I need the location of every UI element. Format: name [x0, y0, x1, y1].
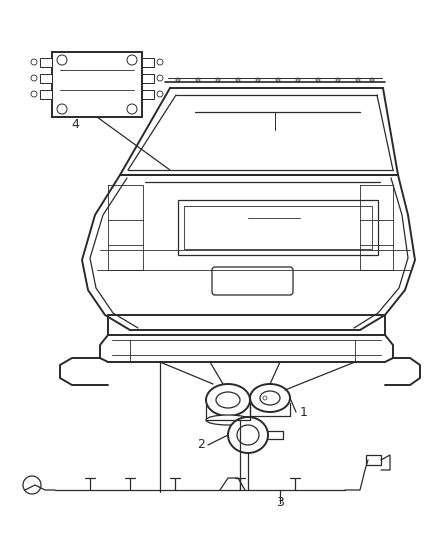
Ellipse shape — [296, 78, 300, 82]
Bar — [184, 206, 372, 249]
Ellipse shape — [31, 91, 37, 97]
Ellipse shape — [260, 391, 280, 405]
FancyBboxPatch shape — [212, 267, 293, 295]
Ellipse shape — [31, 75, 37, 81]
Ellipse shape — [237, 425, 259, 445]
Ellipse shape — [127, 104, 137, 114]
Bar — [40, 74, 52, 83]
Ellipse shape — [263, 396, 267, 400]
Ellipse shape — [216, 392, 240, 408]
Ellipse shape — [370, 78, 374, 82]
Bar — [52, 52, 142, 117]
Bar — [40, 58, 52, 67]
Bar — [178, 200, 378, 255]
Text: 2: 2 — [197, 439, 205, 451]
Ellipse shape — [57, 104, 67, 114]
Ellipse shape — [57, 55, 67, 65]
Ellipse shape — [127, 55, 137, 65]
Ellipse shape — [336, 78, 340, 82]
Ellipse shape — [276, 78, 280, 82]
Bar — [142, 74, 154, 83]
Ellipse shape — [206, 415, 250, 425]
Bar — [366, 455, 381, 465]
Ellipse shape — [157, 75, 163, 81]
Ellipse shape — [216, 78, 220, 82]
Ellipse shape — [157, 91, 163, 97]
Bar — [40, 90, 52, 99]
Ellipse shape — [196, 78, 200, 82]
Bar — [142, 90, 154, 99]
Ellipse shape — [31, 59, 37, 65]
Ellipse shape — [176, 78, 180, 82]
Text: 4: 4 — [71, 118, 79, 132]
Ellipse shape — [250, 384, 290, 412]
Ellipse shape — [256, 78, 260, 82]
Ellipse shape — [206, 384, 250, 416]
Ellipse shape — [236, 78, 240, 82]
Ellipse shape — [356, 78, 360, 82]
Ellipse shape — [228, 417, 268, 453]
Ellipse shape — [157, 59, 163, 65]
Bar — [142, 58, 154, 67]
Ellipse shape — [316, 78, 320, 82]
Text: 1: 1 — [300, 406, 308, 418]
Text: 3: 3 — [276, 497, 284, 510]
